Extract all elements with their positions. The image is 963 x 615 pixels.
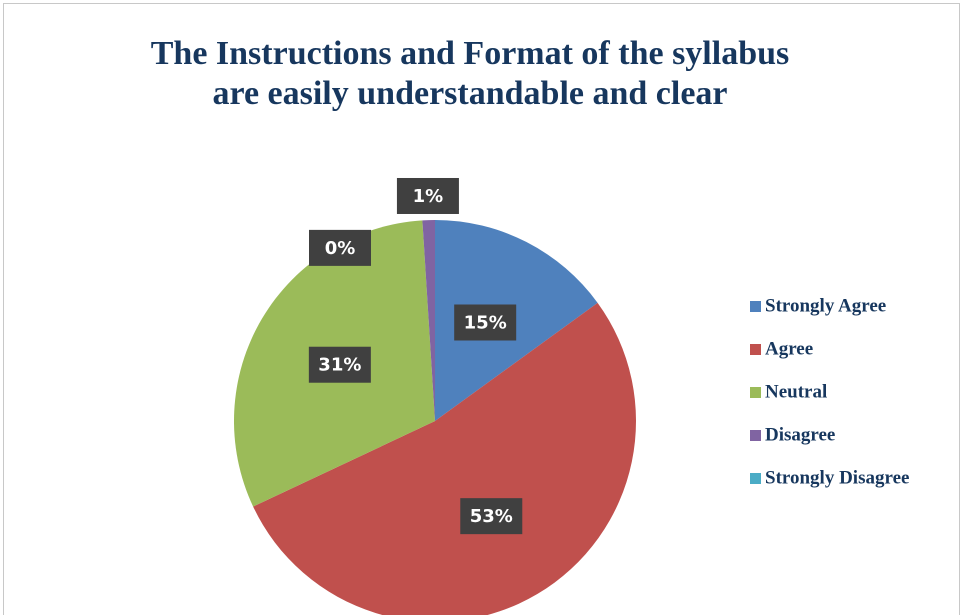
legend-label: Strongly Disagree — [765, 467, 909, 488]
legend: Strongly Agree Agree Neutral Disagree Strong… — [750, 295, 909, 488]
legend-label: Disagree — [765, 424, 835, 445]
pie — [234, 220, 636, 615]
data-label-box — [454, 304, 517, 341]
data-labels: 15% 53% 31% 1% 0% — [308, 177, 523, 535]
data-label: 31% — [318, 355, 361, 376]
legend-label: Neutral — [765, 381, 827, 402]
legend-swatch — [750, 430, 761, 441]
data-label-box — [309, 229, 371, 266]
data-label: 53% — [470, 506, 513, 527]
legend-label: Agree — [765, 338, 813, 359]
legend-label: Strongly Agree — [765, 295, 886, 316]
legend-swatch — [750, 301, 761, 312]
pie-slice — [435, 220, 598, 421]
data-label: 15% — [464, 312, 507, 333]
data-label-box — [308, 346, 371, 383]
legend-swatch — [750, 473, 761, 484]
chart-title: are easily understandable and clear — [212, 75, 727, 112]
data-label: 0% — [325, 238, 356, 259]
data-label-box — [396, 177, 459, 214]
legend-swatch — [750, 387, 761, 398]
chart-title: The Instructions and Format of the sylla… — [151, 35, 790, 72]
pie-slice — [422, 220, 435, 421]
pie-slice — [253, 302, 636, 615]
data-label: 1% — [413, 186, 444, 207]
data-label-box — [460, 498, 523, 535]
legend-swatch — [750, 344, 761, 355]
